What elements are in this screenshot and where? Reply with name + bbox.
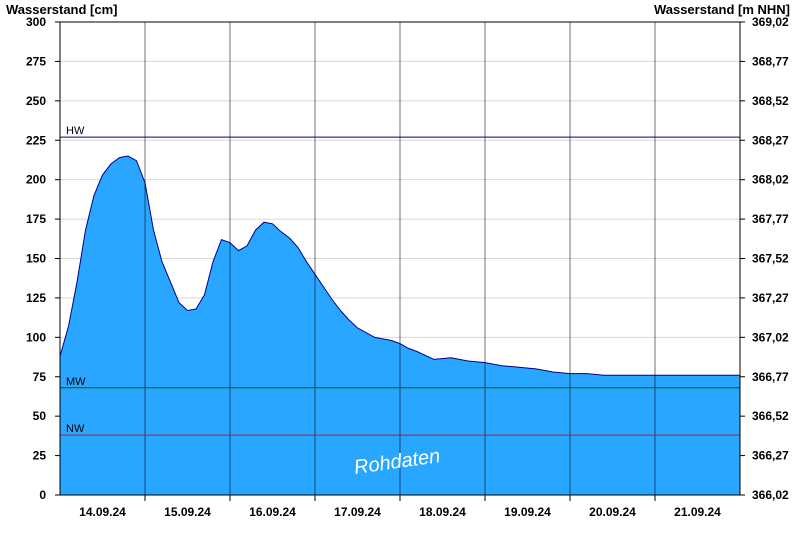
y-axis-left-ticks: 0 25 50 75 100 125 150 175 200 225 250 275 300 (26, 15, 60, 502)
ref-label-mw: MW (66, 376, 86, 388)
x-tick-label: 16.09.24 (249, 505, 296, 519)
x-tick-label: 15.09.24 (164, 505, 211, 519)
water-level-line (59, 155, 740, 376)
y-tick-label: 275 (26, 54, 46, 68)
reference-lines: HW MW NW (60, 125, 740, 436)
y2-tick-label: 369,02 (752, 15, 789, 29)
y-tick-label: 250 (26, 94, 46, 108)
x-tick-label: 19.09.24 (504, 505, 551, 519)
y2-tick-label: 367,52 (752, 252, 789, 266)
y2-tick-label: 366,77 (752, 370, 789, 384)
y-tick-label: 100 (26, 330, 46, 344)
ref-label-hw: HW (66, 125, 85, 137)
y-tick-label: 150 (26, 252, 46, 266)
x-tick-label: 20.09.24 (589, 505, 636, 519)
y2-tick-label: 366,52 (752, 409, 789, 423)
y2-tick-label: 367,77 (752, 212, 789, 226)
y-axis-title-right: Wasserstand [m NHN] (654, 2, 790, 17)
y2-tick-label: 368,52 (752, 94, 789, 108)
day-divider-lines (144, 22, 656, 495)
y-tick-label: 200 (26, 173, 46, 187)
x-tick-label: 21.09.24 (674, 505, 721, 519)
y-axis-title-left: Wasserstand [cm] (6, 2, 118, 17)
y-tick-label: 300 (26, 15, 46, 29)
y-tick-label: 125 (26, 291, 46, 305)
x-tick-label: 17.09.24 (334, 505, 381, 519)
y2-tick-label: 366,02 (752, 488, 789, 502)
y-axis-right-ticks: 366,02 366,27 366,52 366,77 367,02 367,27 367,… (740, 15, 789, 502)
x-tick-label: 18.09.24 (419, 505, 466, 519)
x-tick-label: 14.09.24 (79, 505, 126, 519)
y-tick-label: 50 (33, 409, 47, 423)
y-tick-label: 225 (26, 133, 46, 147)
ref-label-nw: NW (66, 423, 85, 435)
y2-tick-label: 368,02 (752, 173, 789, 187)
y-tick-label: 75 (33, 370, 47, 384)
y2-tick-label: 368,77 (752, 54, 789, 68)
y-tick-label: 175 (26, 212, 46, 226)
y-tick-label: 25 (33, 449, 47, 463)
y2-tick-label: 366,27 (752, 449, 789, 463)
y2-tick-label: 367,02 (752, 330, 789, 344)
y2-tick-label: 368,27 (752, 133, 789, 147)
y-tick-label: 0 (39, 488, 46, 502)
y2-tick-label: 367,27 (752, 291, 789, 305)
x-axis-ticks: 14.09.24 15.09.24 16.09.24 17.09.24 18.09.24… (79, 495, 721, 519)
